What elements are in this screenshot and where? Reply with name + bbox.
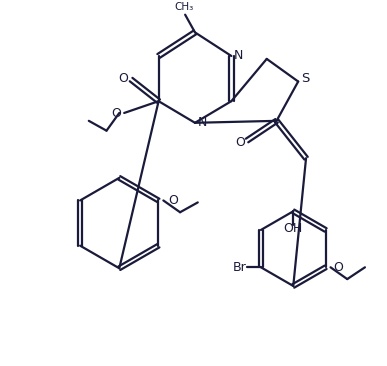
Text: O: O xyxy=(168,194,178,207)
Text: O: O xyxy=(118,72,128,85)
Text: O: O xyxy=(235,136,245,149)
Text: OH: OH xyxy=(284,223,303,235)
Text: O: O xyxy=(334,261,343,274)
Text: S: S xyxy=(301,72,309,85)
Text: Br: Br xyxy=(233,261,246,274)
Text: O: O xyxy=(111,108,121,120)
Text: N: N xyxy=(198,116,207,129)
Text: N: N xyxy=(233,49,243,63)
Text: CH₃: CH₃ xyxy=(175,2,194,12)
